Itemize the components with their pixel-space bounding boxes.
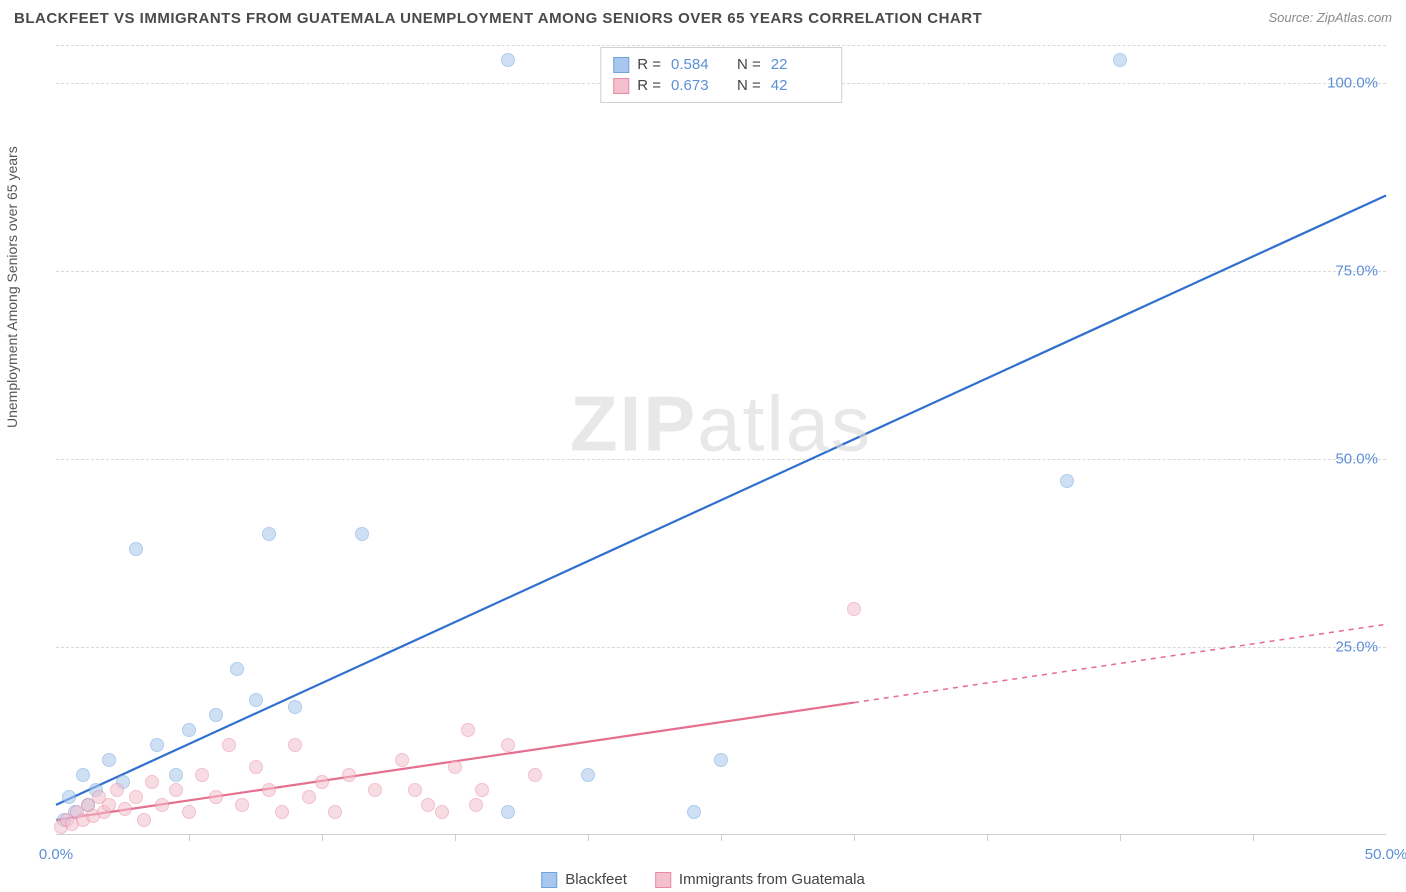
x-tick (322, 835, 323, 841)
data-point (169, 768, 183, 782)
data-point (137, 813, 151, 827)
legend-label: Blackfeet (565, 871, 627, 888)
data-point (288, 738, 302, 752)
data-point (501, 53, 515, 67)
data-point (315, 775, 329, 789)
data-point (302, 790, 316, 804)
legend-r-label: R = (637, 77, 661, 94)
data-point (501, 805, 515, 819)
data-point (328, 805, 342, 819)
chart-title: BLACKFEET VS IMMIGRANTS FROM GUATEMALA U… (14, 10, 982, 27)
data-point (368, 783, 382, 797)
data-point (581, 768, 595, 782)
data-point (421, 798, 435, 812)
data-point (150, 738, 164, 752)
data-point (169, 783, 183, 797)
data-point (129, 790, 143, 804)
x-tick (189, 835, 190, 841)
data-point (249, 693, 263, 707)
data-point (102, 753, 116, 767)
data-point (1113, 53, 1127, 67)
legend-item: Immigrants from Guatemala (655, 871, 865, 888)
data-point (235, 798, 249, 812)
legend-label: Immigrants from Guatemala (679, 871, 865, 888)
data-point (288, 700, 302, 714)
trend-lines (56, 45, 1386, 835)
legend-swatch (541, 872, 557, 888)
legend-r-value: 0.673 (671, 77, 729, 94)
x-tick (455, 835, 456, 841)
data-point (262, 783, 276, 797)
data-point (395, 753, 409, 767)
x-tick (1120, 835, 1121, 841)
data-point (275, 805, 289, 819)
legend-swatch (613, 78, 629, 94)
data-point (182, 723, 196, 737)
x-tick (854, 835, 855, 841)
legend-row: R = 0.584 N = 22 (613, 54, 829, 75)
data-point (155, 798, 169, 812)
data-point (209, 708, 223, 722)
data-point (129, 542, 143, 556)
data-point (110, 783, 124, 797)
data-point (222, 738, 236, 752)
data-point (408, 783, 422, 797)
x-tick (588, 835, 589, 841)
x-tick-label: 50.0% (1365, 846, 1406, 863)
data-point (182, 805, 196, 819)
data-point (355, 527, 369, 541)
legend-row: R = 0.673 N = 42 (613, 75, 829, 96)
data-point (209, 790, 223, 804)
source-attribution: Source: ZipAtlas.com (1268, 10, 1392, 25)
legend-n-label: N = (737, 56, 761, 73)
legend-r-label: R = (637, 56, 661, 73)
data-point (230, 662, 244, 676)
data-point (448, 760, 462, 774)
data-point (469, 798, 483, 812)
data-point (1060, 474, 1074, 488)
legend-n-value: 22 (771, 56, 829, 73)
chart-plot-area: 25.0%50.0%75.0%100.0%0.0%50.0% ZIPatlas … (56, 45, 1386, 835)
data-point (102, 798, 116, 812)
data-point (847, 602, 861, 616)
data-point (461, 723, 475, 737)
data-point (76, 768, 90, 782)
data-point (249, 760, 263, 774)
data-point (195, 768, 209, 782)
data-point (435, 805, 449, 819)
legend-r-value: 0.584 (671, 56, 729, 73)
data-point (62, 790, 76, 804)
legend-swatch (655, 872, 671, 888)
data-point (262, 527, 276, 541)
x-tick-label: 0.0% (39, 846, 73, 863)
legend-swatch (613, 57, 629, 73)
x-tick (1253, 835, 1254, 841)
legend-n-value: 42 (771, 77, 829, 94)
correlation-legend: R = 0.584 N = 22 R = 0.673 N = 42 (600, 47, 842, 103)
legend-item: Blackfeet (541, 871, 627, 888)
data-point (687, 805, 701, 819)
data-point (118, 802, 132, 816)
data-point (145, 775, 159, 789)
x-tick (721, 835, 722, 841)
legend-n-label: N = (737, 77, 761, 94)
data-point (714, 753, 728, 767)
series-legend: Blackfeet Immigrants from Guatemala (541, 871, 865, 888)
data-point (475, 783, 489, 797)
y-axis-label: Unemployment Among Seniors over 65 years (4, 146, 20, 428)
data-point (342, 768, 356, 782)
x-tick (987, 835, 988, 841)
data-point (501, 738, 515, 752)
data-point (528, 768, 542, 782)
